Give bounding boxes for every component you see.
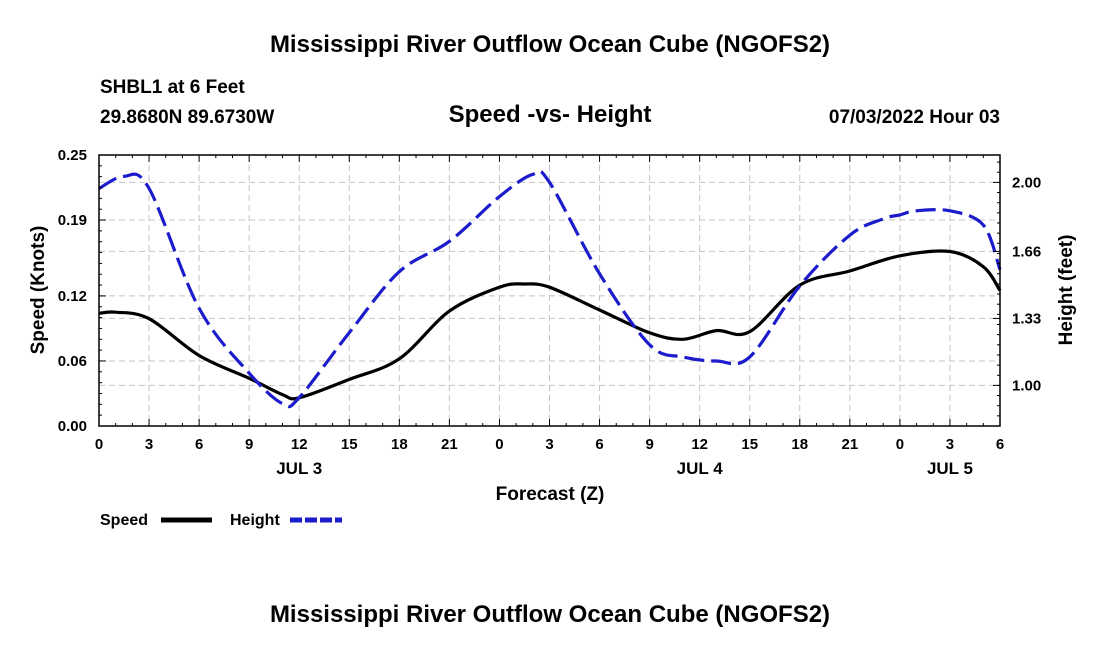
station-label: SHBL1 at 6 Feet <box>100 77 245 98</box>
x-tick-label: 3 <box>946 436 954 453</box>
station-coordinates: 29.8680N 89.6730W <box>100 107 275 128</box>
series-lines <box>98 169 1002 409</box>
legend-label-speed: Speed <box>100 512 148 529</box>
date-label: JUL 3 <box>276 459 322 478</box>
x-tick-label: 0 <box>896 436 904 453</box>
y-tick-label: 0.25 <box>58 147 87 164</box>
x-tick-label: 21 <box>441 436 458 453</box>
x-tick-label: 3 <box>145 436 153 453</box>
series-line-speed <box>98 249 1002 401</box>
x-tick-label: 9 <box>245 436 253 453</box>
x-tick-label: 18 <box>391 436 408 453</box>
forecast-datetime: 07/03/2022 Hour 03 <box>828 107 1000 128</box>
date-label: JUL 4 <box>677 459 724 478</box>
x-tick-label: 12 <box>291 436 308 453</box>
x-tick-label: 3 <box>545 436 553 453</box>
footer-title: Mississippi River Outflow Ocean Cube (NG… <box>269 601 831 628</box>
x-tick-label: 18 <box>791 436 808 453</box>
y-axis-title: Speed (Knots) <box>28 226 49 355</box>
y-tick-label: 0.06 <box>58 353 87 370</box>
x-axis-title: Forecast (Z) <box>496 484 605 505</box>
y-tick-label: 0.19 <box>58 212 87 229</box>
date-label: JUL 5 <box>927 459 973 478</box>
x-tick-label: 0 <box>95 436 103 453</box>
series-line-height <box>98 169 1002 409</box>
x-tick-label: 6 <box>996 436 1004 453</box>
grid-lines <box>99 155 1000 426</box>
y2-tick-label: 1.66 <box>1012 243 1041 260</box>
y2-tick-label: 1.33 <box>1012 310 1041 327</box>
axis-labels: Forecast (Z) Speed (Knots) Height (feet)… <box>28 147 1077 505</box>
legend-label-height: Height <box>230 512 280 529</box>
y2-tick-label: 1.00 <box>1012 377 1041 394</box>
x-tick-label: 9 <box>645 436 653 453</box>
x-tick-label: 12 <box>691 436 708 453</box>
x-tick-label: 6 <box>595 436 603 453</box>
chart-title: Mississippi River Outflow Ocean Cube (NG… <box>269 31 831 58</box>
y-tick-label: 0.12 <box>58 288 87 305</box>
x-tick-label: 0 <box>495 436 503 453</box>
y2-tick-label: 2.00 <box>1012 174 1041 191</box>
chart-subtitle: Speed -vs- Height <box>448 101 652 128</box>
x-tick-label: 21 <box>841 436 858 453</box>
legend: Speed Height <box>100 512 342 529</box>
axes <box>98 154 1001 427</box>
y2-axis-title: Height (feet) <box>1056 235 1077 346</box>
x-tick-label: 15 <box>741 436 758 453</box>
x-tick-label: 15 <box>341 436 358 453</box>
x-tick-label: 6 <box>195 436 203 453</box>
y-tick-label: 0.00 <box>58 418 87 435</box>
